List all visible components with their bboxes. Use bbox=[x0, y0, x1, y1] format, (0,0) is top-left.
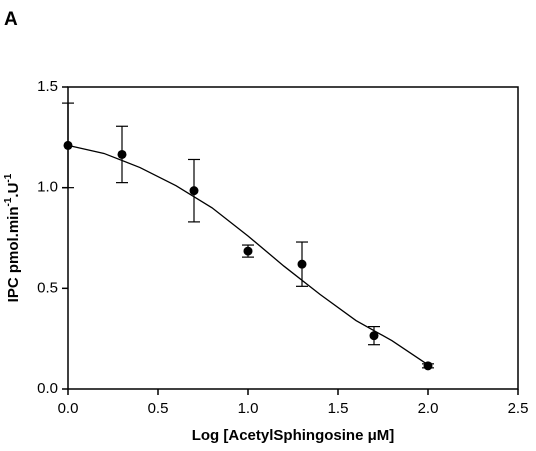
y-axis-label: IPC pmol.min-1.U-1 bbox=[3, 173, 22, 302]
x-tick-label: 1.5 bbox=[328, 400, 349, 417]
y-tick-label: 1.0 bbox=[37, 179, 58, 196]
x-axis-label: Log [AcetylSphingosine μM] bbox=[192, 427, 395, 444]
data-point bbox=[243, 246, 253, 256]
y-tick-label: 1.5 bbox=[37, 78, 58, 95]
x-tick-label: 2.5 bbox=[508, 400, 529, 417]
data-point bbox=[423, 361, 433, 371]
x-tick-label: 0.0 bbox=[58, 400, 79, 417]
data-point bbox=[63, 140, 73, 150]
plot-frame bbox=[67, 86, 519, 390]
data-point bbox=[297, 259, 307, 269]
data-point bbox=[369, 331, 379, 341]
y-label-part: -1 bbox=[3, 197, 14, 206]
y-label-part: -1 bbox=[3, 173, 14, 182]
data-point bbox=[189, 186, 199, 196]
y-label-part: .U bbox=[5, 183, 22, 198]
data-point bbox=[117, 149, 127, 159]
x-tick-label: 2.0 bbox=[418, 400, 439, 417]
x-tick-label: 1.0 bbox=[238, 400, 259, 417]
panel-label: A bbox=[4, 9, 18, 30]
y-tick-label: 0.0 bbox=[37, 380, 58, 397]
y-tick-label: 0.5 bbox=[37, 279, 58, 296]
y-label-part: IPC pmol.min bbox=[5, 206, 22, 302]
x-tick-label: 0.5 bbox=[148, 400, 169, 417]
fit-curve bbox=[67, 144, 429, 366]
